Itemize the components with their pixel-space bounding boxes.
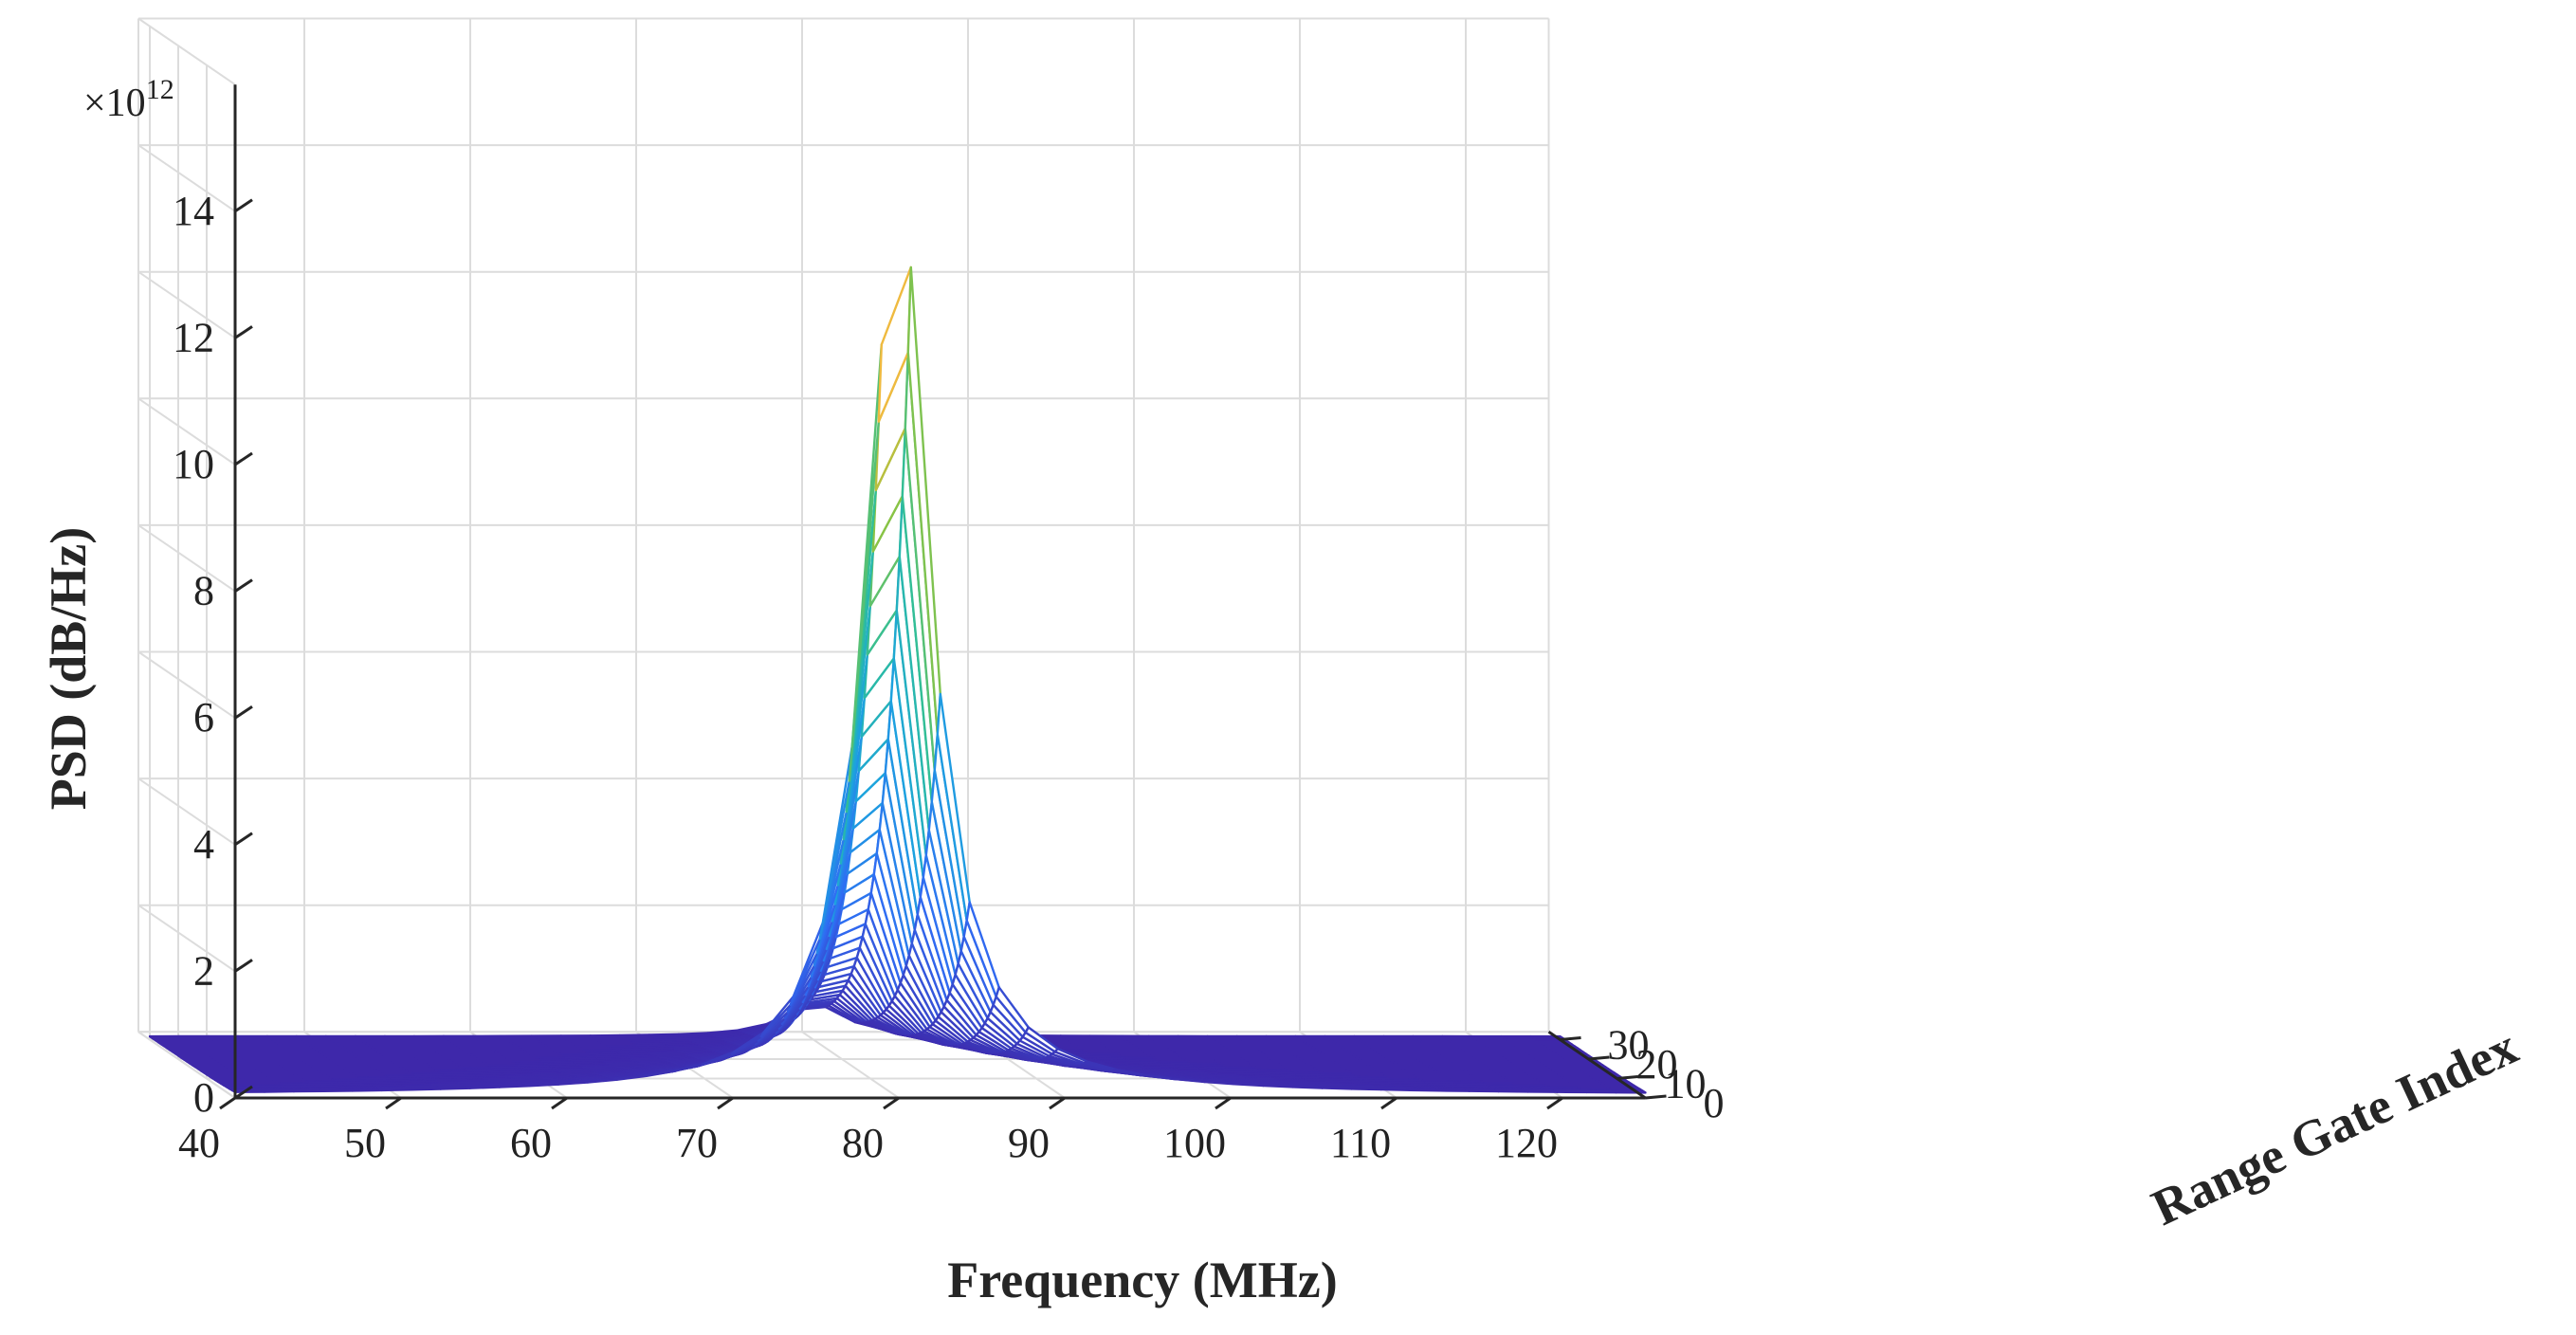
grid-line-side-z: [137, 904, 236, 973]
x-tick-mark: [883, 1096, 900, 1110]
surface-cell: [466, 1085, 502, 1089]
surface-cell: [1347, 1086, 1382, 1091]
y-axis-line: [1547, 1031, 1647, 1100]
y-tick-mark: [1588, 1055, 1610, 1061]
z-tick-mark: [234, 198, 253, 213]
x-tick-label: 110: [1330, 1120, 1391, 1166]
z-tick-label: 8: [193, 568, 214, 614]
y-tick-label: 0: [1704, 1080, 1725, 1126]
x-tick-mark: [385, 1096, 402, 1110]
z-tick-label: 2: [193, 947, 214, 994]
x-tick-label: 90: [1008, 1120, 1050, 1166]
x-tick-mark: [1546, 1096, 1563, 1110]
y-tick-mark: [1645, 1094, 1667, 1100]
y-tick-mark: [1560, 1036, 1581, 1041]
x-tick-mark: [1380, 1096, 1398, 1110]
z-tick-mark: [234, 1085, 253, 1100]
surface-cell: [1612, 1089, 1647, 1094]
y-tick-label: 10: [1665, 1061, 1707, 1107]
x-tick-label: 50: [344, 1120, 386, 1166]
grid-line-side-z: [137, 144, 236, 212]
grid-line-side-z: [137, 777, 236, 846]
x-tick-mark: [1215, 1096, 1232, 1110]
surface-cell: [289, 1088, 325, 1093]
grid-line-side-top: [137, 17, 236, 86]
y-axis-label: Range Gate Index: [2144, 1017, 2526, 1236]
surface-cell: [1288, 1084, 1324, 1089]
x-tick-mark: [1049, 1096, 1066, 1110]
z-tick-mark: [234, 832, 253, 847]
surface-cell: [1553, 1088, 1588, 1094]
surface-mesh: [148, 265, 1647, 1094]
x-tick-label: 40: [178, 1120, 220, 1166]
z-exponent-label: ×1012: [83, 74, 174, 125]
z-tick-mark: [234, 959, 253, 973]
z-tick-label: 0: [193, 1074, 214, 1121]
axis-lines: [219, 84, 1667, 1110]
x-tick-mark: [717, 1096, 734, 1110]
grid-lines: [137, 17, 1647, 1099]
surface-cell: [1406, 1087, 1441, 1092]
x-tick-label: 100: [1163, 1120, 1226, 1166]
y-tick-label: 30: [1608, 1022, 1650, 1069]
surface-cell: [495, 1083, 531, 1088]
x-tick-label: 60: [510, 1120, 552, 1166]
z-tick-label: 6: [193, 694, 214, 741]
z-tick-label: 12: [173, 314, 214, 360]
surface-cell: [1582, 1088, 1617, 1094]
z-axis-label: PSD (dB/Hz): [40, 527, 97, 811]
grid-line-floor-x: [137, 1031, 236, 1099]
surface-cell: [436, 1086, 472, 1090]
y-tick-label: 20: [1636, 1041, 1678, 1088]
surface-cell: [260, 1088, 296, 1093]
z-tick-mark: [234, 578, 253, 593]
surface-cell: [1230, 1082, 1265, 1088]
grid-line-floor-x: [801, 1031, 900, 1099]
x-tick-mark: [219, 1096, 236, 1110]
surface-cell: [1494, 1088, 1529, 1093]
surface-cell: [348, 1088, 384, 1092]
surface-cell: [1435, 1088, 1471, 1092]
z-tick-mark: [234, 325, 253, 339]
z-tick-label: 10: [173, 441, 214, 487]
surface-cell: [377, 1087, 413, 1092]
y-tick-mark: [1617, 1075, 1638, 1080]
surface-cell: [524, 1082, 560, 1088]
x-tick-label: 120: [1495, 1120, 1558, 1166]
x-tick-mark: [551, 1096, 568, 1110]
x-tick-label: 80: [842, 1120, 884, 1166]
z-tick-mark: [234, 451, 253, 466]
surface-cell: [1524, 1088, 1559, 1093]
grid-line-side-z: [137, 397, 236, 466]
grid-line-side-z: [137, 270, 236, 339]
grid-line-side-z: [137, 524, 236, 593]
x-axis-label: Frequency (MHz): [947, 1252, 1337, 1308]
z-tick-label: 4: [193, 821, 214, 868]
surface-cell: [319, 1088, 355, 1093]
z-tick-label: 14: [173, 188, 214, 234]
z-tick-mark: [234, 704, 253, 720]
x-tick-label: 70: [676, 1120, 718, 1166]
grid-line-side-z: [137, 650, 236, 720]
surface-cell: [1259, 1083, 1294, 1088]
surface-cell: [1377, 1087, 1412, 1092]
surface-cell: [1465, 1088, 1500, 1093]
surface-cell: [407, 1086, 443, 1091]
surface-cell: [1318, 1085, 1353, 1090]
